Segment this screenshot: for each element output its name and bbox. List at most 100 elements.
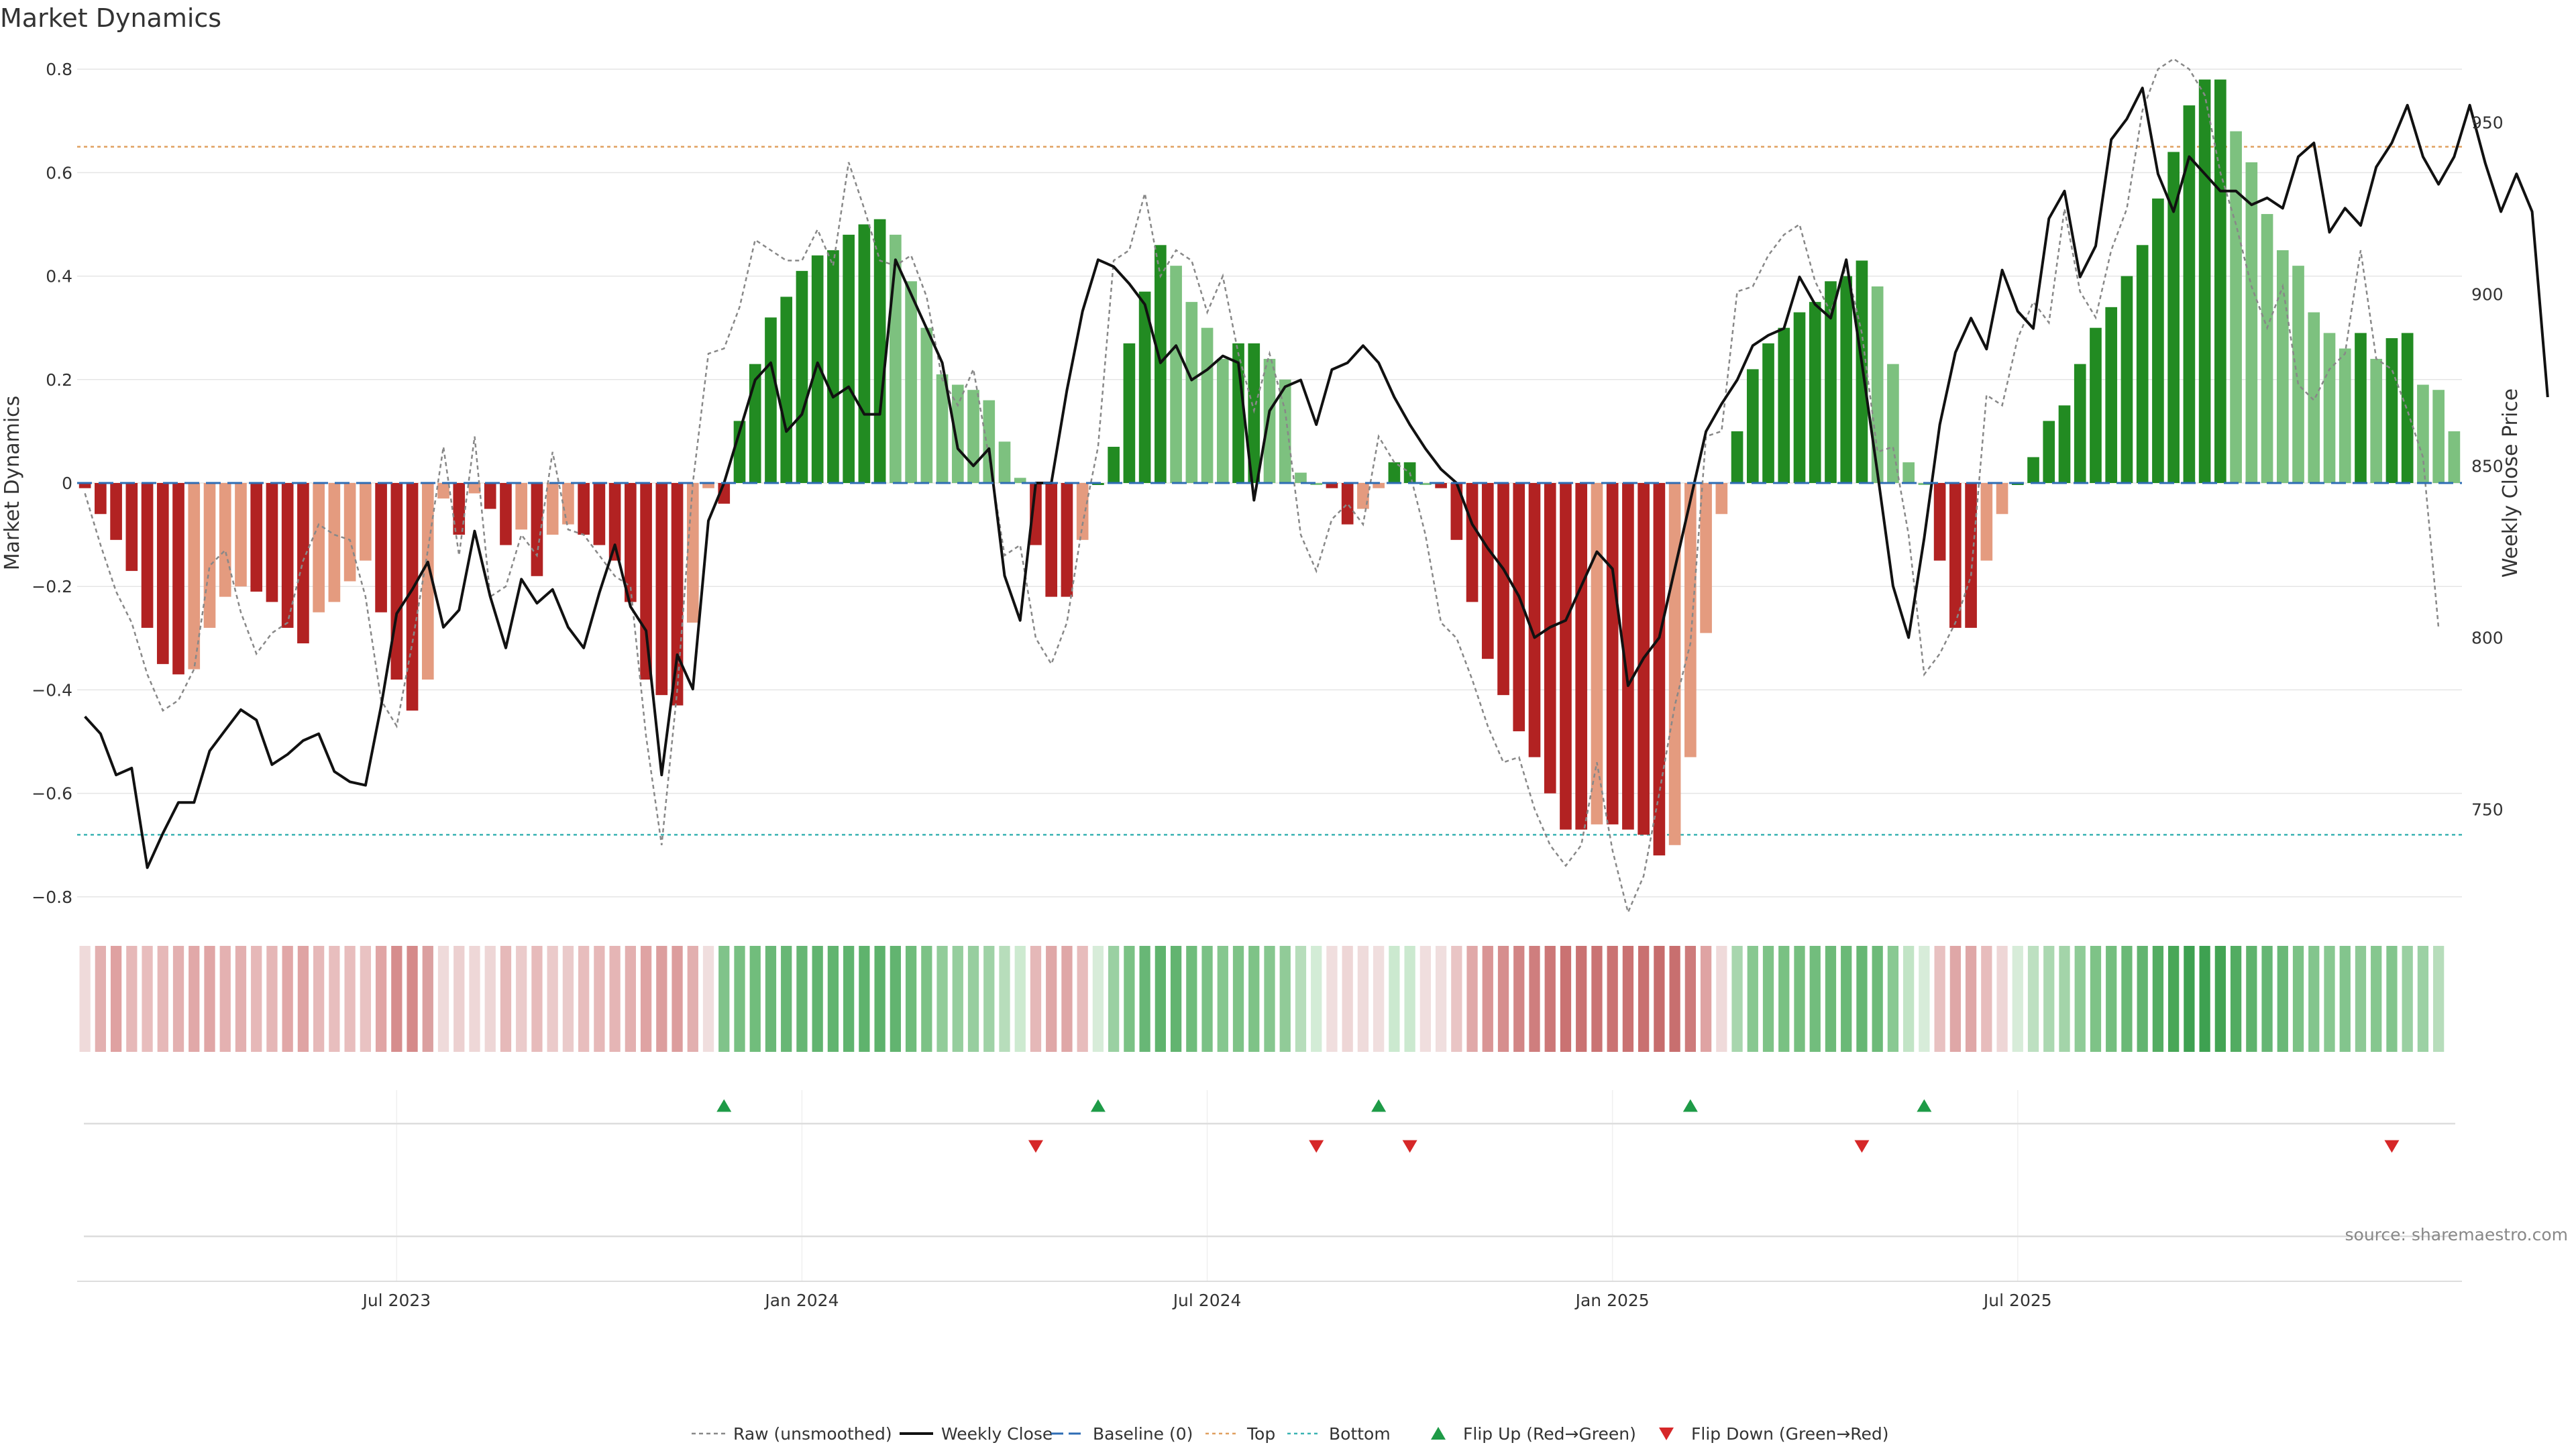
dynamics-bar xyxy=(1279,379,1291,483)
strip-cell xyxy=(313,946,325,1052)
x-axis-ticks: Jul 2023 Jan 2024 Jul 2024 Jan 2025 Jul 2025 xyxy=(361,1291,2051,1310)
dynamics-bar xyxy=(78,483,91,488)
strip-cell xyxy=(562,946,574,1052)
dynamics-bar xyxy=(2448,431,2461,483)
dynamics-bar xyxy=(2245,162,2258,483)
dynamics-bar xyxy=(608,483,621,561)
dynamics-bar xyxy=(1435,483,1447,488)
strip-cell xyxy=(1684,946,1696,1052)
strip-cell xyxy=(999,946,1010,1052)
dynamics-bar xyxy=(1295,472,1307,483)
dynamics-bar xyxy=(235,483,247,587)
strip-cell xyxy=(578,946,590,1052)
strip-cell xyxy=(1014,946,1026,1052)
strip-cell xyxy=(1778,946,1790,1052)
dynamics-bar xyxy=(266,483,278,602)
dynamics-bar xyxy=(1513,483,1525,732)
dynamics-bar xyxy=(2401,333,2414,483)
strip-cell xyxy=(2308,946,2320,1052)
dynamics-bar xyxy=(765,317,777,483)
dynamics-bar xyxy=(546,483,559,535)
strip-cell xyxy=(1357,946,1369,1052)
dynamics-bar xyxy=(827,250,839,483)
dynamics-bar xyxy=(219,483,231,597)
x-tick-label: Jan 2025 xyxy=(1574,1291,1650,1310)
dynamics-bar xyxy=(796,270,808,483)
strip-cell xyxy=(95,946,106,1052)
dynamics-bar xyxy=(593,483,606,545)
strip-cell xyxy=(1186,946,1197,1052)
strip-cell xyxy=(2012,946,2023,1052)
strip-cell xyxy=(702,946,714,1052)
strip-cell xyxy=(2246,946,2257,1052)
dynamics-bar xyxy=(1201,327,1214,483)
strip-cell xyxy=(500,946,512,1052)
strip-cell xyxy=(375,946,387,1052)
strip-cell xyxy=(1654,946,1665,1052)
x-tick-label: Jul 2025 xyxy=(1982,1291,2052,1310)
strip-cell xyxy=(2292,946,2304,1052)
strip-cell xyxy=(235,946,247,1052)
dynamics-bar xyxy=(1902,462,1915,483)
strip-cell xyxy=(2402,946,2413,1052)
left-tick-label: −0.2 xyxy=(32,577,72,596)
strip-cell xyxy=(79,946,91,1052)
dynamics-bar xyxy=(2058,405,2071,483)
strip-cell xyxy=(391,946,402,1052)
dynamics-bar xyxy=(967,390,979,483)
dynamics-bar xyxy=(686,483,699,623)
strip-cell xyxy=(687,946,698,1052)
strip-cell xyxy=(1919,946,1930,1052)
flip-up-marker xyxy=(1682,1099,1698,1112)
dynamics-bar xyxy=(858,224,871,483)
legend-label: Top xyxy=(1246,1424,1275,1444)
dynamics-bar xyxy=(671,483,684,706)
dynamics-bar xyxy=(468,483,481,494)
legend-label: Flip Up (Red→Green) xyxy=(1463,1424,1636,1444)
dynamics-bar xyxy=(2385,338,2398,483)
strip-cell xyxy=(1825,946,1837,1052)
strip-cell xyxy=(1638,946,1650,1052)
strip-cell xyxy=(1794,946,1805,1052)
left-tick-label: −0.6 xyxy=(32,784,72,804)
strip-cell xyxy=(2324,946,2335,1052)
strip-cell xyxy=(796,946,808,1052)
dynamics-bar xyxy=(1887,364,1899,483)
strip-cell xyxy=(1232,946,1244,1052)
strip-cell xyxy=(453,946,465,1052)
dynamics-bar xyxy=(156,483,169,664)
strip-cell xyxy=(329,946,340,1052)
dynamics-bar xyxy=(2136,245,2149,483)
strip-cell xyxy=(547,946,558,1052)
strip-cell xyxy=(1046,946,1057,1052)
strip-cell xyxy=(1326,946,1338,1052)
legend-label: Baseline (0) xyxy=(1093,1424,1193,1444)
legend-swatch xyxy=(1431,1427,1446,1440)
strip-cell xyxy=(1841,946,1852,1052)
dynamics-bar xyxy=(2027,457,2039,483)
legend: Raw (unsmoothed) Weekly Close Baseline (0)… xyxy=(692,1424,1889,1444)
strip-cell xyxy=(2355,946,2367,1052)
strip-cell xyxy=(2137,946,2148,1052)
dynamics-bar xyxy=(2292,266,2304,483)
strip-cell xyxy=(890,946,901,1052)
strip-cell xyxy=(1201,946,1213,1052)
strip-cell xyxy=(594,946,605,1052)
strip-cell xyxy=(2184,946,2195,1052)
dynamics-bar xyxy=(1544,483,1556,794)
right-tick-label: 750 xyxy=(2471,800,2504,819)
strip-cell xyxy=(1170,946,1182,1052)
dynamics-bar xyxy=(250,483,263,592)
dynamics-bar xyxy=(1061,483,1073,597)
strip-cell xyxy=(1077,946,1088,1052)
strip-cell xyxy=(749,946,761,1052)
strip-cell xyxy=(1451,946,1462,1052)
left-tick-label: 0.4 xyxy=(46,267,72,286)
strip-cell xyxy=(1965,946,1977,1052)
strip-cell xyxy=(2433,946,2445,1052)
dynamics-bar xyxy=(1793,312,1806,483)
strip-cell xyxy=(1669,946,1680,1052)
strip-cell xyxy=(827,946,839,1052)
flip-up-marker xyxy=(1090,1099,1106,1112)
legend-item: Flip Down (Green→Red) xyxy=(1659,1424,1889,1444)
